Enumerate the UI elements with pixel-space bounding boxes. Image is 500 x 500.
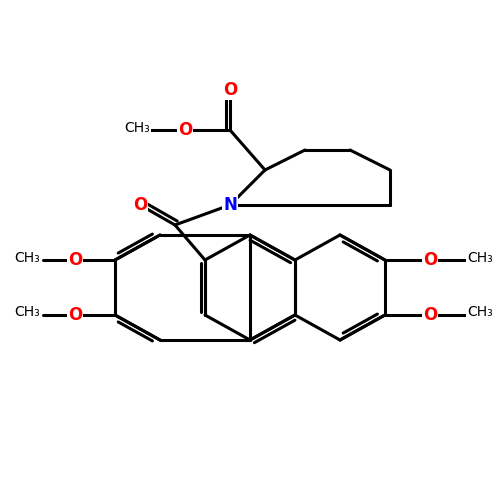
Text: CH₃: CH₃ xyxy=(467,250,493,264)
Text: O: O xyxy=(68,251,82,269)
Text: CH₃: CH₃ xyxy=(14,306,40,320)
Text: O: O xyxy=(178,121,192,139)
Text: N: N xyxy=(223,196,237,214)
Text: O: O xyxy=(423,306,437,324)
Text: O: O xyxy=(68,306,82,324)
Text: O: O xyxy=(223,81,237,99)
Text: CH₃: CH₃ xyxy=(14,250,40,264)
Text: O: O xyxy=(133,196,147,214)
Text: CH₃: CH₃ xyxy=(467,306,493,320)
Text: CH₃: CH₃ xyxy=(124,120,150,134)
Text: O: O xyxy=(423,251,437,269)
